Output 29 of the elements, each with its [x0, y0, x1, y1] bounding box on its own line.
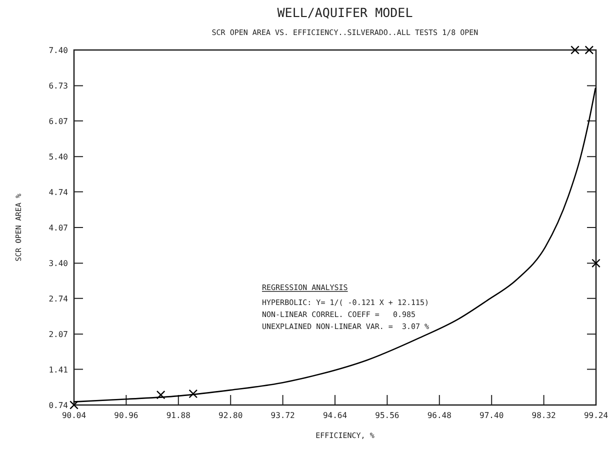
y-tick-label: 5.40 [48, 152, 68, 162]
x-tick-label: 93.72 [270, 411, 296, 420]
point [592, 258, 600, 268]
y-tick-label: 6.07 [48, 116, 68, 126]
y-tick-label: 7.40 [48, 46, 68, 55]
x-tick-label: 91.88 [166, 411, 191, 420]
x-tick-label: 90.04 [62, 411, 86, 420]
y-tick-label: 0.74 [48, 401, 68, 410]
point [584, 46, 594, 54]
x-tick-label: 98.32 [532, 411, 556, 420]
x-tick-label: 90.96 [114, 411, 138, 420]
y-tick-label: 1.41 [48, 365, 68, 374]
chart-title: WELL/AQUIFER MODEL [277, 5, 413, 20]
x-tick-label: 94.64 [322, 411, 348, 420]
y-tick-label: 3.40 [48, 259, 68, 268]
x-tick-label: 95.56 [375, 411, 400, 420]
x-tick-label: 92.80 [218, 411, 243, 420]
y-tick-label: 4.07 [48, 224, 68, 232]
point [70, 400, 78, 410]
x-tick-label: 96.48 [427, 411, 452, 420]
point [188, 389, 198, 398]
y-tick-label: 6.73 [48, 82, 68, 91]
y-tick-label: 4.74 [48, 188, 68, 197]
point [156, 390, 166, 400]
x-tick-label: 99.24 [584, 411, 608, 420]
x-tick-label: 97.40 [480, 411, 504, 420]
y-tick-label: 2.74 [48, 294, 68, 304]
y-tick-label: 2.07 [48, 330, 68, 340]
point [570, 46, 580, 54]
